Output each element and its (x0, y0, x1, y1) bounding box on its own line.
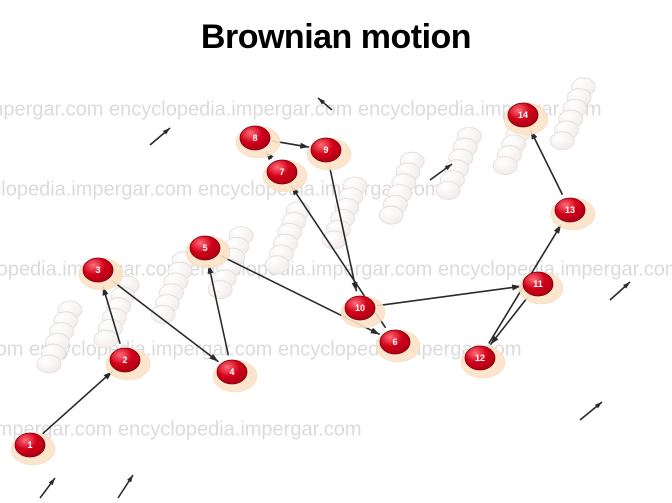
svg-text:9: 9 (323, 145, 328, 155)
brownian-diagram: 1234567891011121314 (0, 0, 672, 503)
diagram-title: Brownian motion (0, 18, 672, 57)
svg-text:6: 6 (392, 337, 397, 347)
svg-text:4: 4 (229, 367, 234, 377)
svg-text:2: 2 (122, 355, 127, 365)
svg-text:11: 11 (533, 279, 543, 289)
svg-text:8: 8 (252, 133, 257, 143)
svg-text:10: 10 (355, 303, 365, 313)
svg-text:3: 3 (95, 265, 100, 275)
svg-text:1: 1 (27, 440, 32, 450)
svg-text:12: 12 (475, 353, 485, 363)
svg-text:5: 5 (202, 243, 207, 253)
svg-text:13: 13 (565, 205, 575, 215)
svg-text:14: 14 (518, 110, 528, 120)
stage: encyclopedia.impergar.com encyclopedia.i… (0, 0, 672, 503)
svg-text:7: 7 (279, 167, 284, 177)
